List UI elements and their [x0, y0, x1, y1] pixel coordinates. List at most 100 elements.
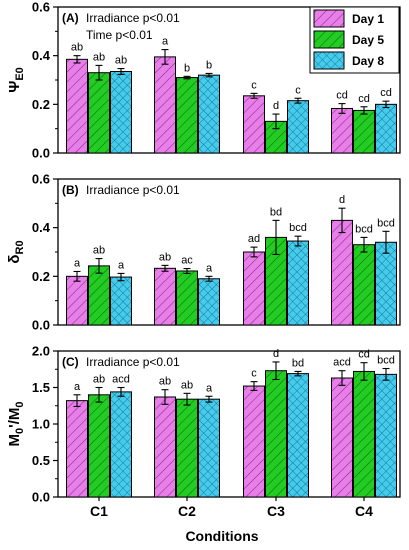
bar-day5-c4 [353, 244, 375, 326]
error-bar [183, 75, 191, 80]
bar-day5-c4 [353, 370, 375, 498]
significance-letter: b [206, 59, 212, 71]
y-tick-label: 0.2 [32, 97, 50, 112]
error-bar [272, 361, 280, 381]
bar-day1-c3 [243, 95, 265, 154]
error-bar [95, 64, 103, 81]
bar-day8-c3 [287, 100, 309, 154]
significance-letter: c [251, 79, 257, 91]
y-tick-label: 0.4 [32, 48, 51, 63]
y-tick-label: 0.0 [32, 490, 50, 505]
y-tick-label: 1.0 [32, 417, 50, 432]
significance-letter: bcd [289, 222, 307, 234]
significance-letter: ab [71, 42, 83, 54]
bar-day8-c4 [375, 241, 397, 326]
significance-letter: a [162, 36, 169, 48]
significance-letter: c [295, 84, 301, 96]
bar-day1-c1 [66, 275, 88, 326]
significance-letter: ab [181, 379, 193, 391]
significance-annotation: Irradiance p<0.01 [86, 11, 180, 25]
error-bar [382, 367, 390, 381]
x-tick-label: C2 [178, 503, 196, 519]
bar-day8-c3 [287, 373, 309, 498]
bar-day1-c2 [154, 396, 176, 498]
bar-day5-c1 [88, 394, 110, 498]
legend-swatch-day8 [313, 51, 345, 70]
significance-letter: cd [336, 90, 348, 102]
error-bar [272, 113, 280, 130]
significance-annotation: Irradiance p<0.01 [86, 355, 180, 369]
bar-day1-c4 [331, 377, 353, 498]
bar-day8-c1 [110, 276, 132, 326]
bar-day8-c1 [110, 70, 132, 154]
error-bar [161, 264, 169, 272]
significance-letter: a [74, 381, 81, 393]
error-bar [117, 272, 125, 282]
y-tick-label: 0.0 [32, 146, 50, 161]
legend-label-day8: Day 8 [352, 54, 384, 68]
panel-a: 0.0 0.2 0.4 0.6 ΨE0 (A) Irradiance p<0.01 Time … [6, 0, 401, 161]
error-bar [294, 370, 302, 377]
bar-day5-c1 [88, 265, 110, 326]
significance-annotation: Irradiance p<0.01 [86, 183, 180, 197]
legend-swatch-day5 [313, 30, 345, 49]
bar-day1-c2 [154, 267, 176, 326]
bar-day8-c3 [287, 240, 309, 326]
significance-letter: acd [333, 357, 351, 369]
significance-letter: ad [248, 233, 260, 245]
significance-annotation: Time p<0.01 [86, 28, 153, 42]
significance-letter: ab [159, 251, 171, 263]
error-bar [183, 267, 191, 274]
significance-letter: ab [93, 245, 105, 257]
significance-letter: bd [292, 357, 304, 369]
error-bar [205, 72, 213, 78]
legend: Day 1 Day 5 Day 8 [309, 6, 400, 74]
error-bar [117, 386, 125, 397]
significance-letter: cd [380, 87, 392, 99]
bar-day8-c2 [198, 74, 220, 154]
error-bar [338, 207, 346, 234]
bar-day5-c4 [353, 109, 375, 154]
x-axis-tick-labels: C1 C2 C3 C4 [90, 497, 373, 519]
error-bar [161, 49, 169, 65]
bar-day8-c2 [198, 398, 220, 498]
error-bar [95, 386, 103, 403]
bar-day5-c3 [265, 370, 287, 498]
error-bar [161, 389, 169, 405]
bar-day1-c4 [331, 219, 353, 326]
error-bar [250, 92, 258, 99]
y-tick-label: 0.2 [32, 269, 50, 284]
error-bar [338, 370, 346, 386]
bar-day5-c1 [88, 72, 110, 154]
bar-day1-c3 [243, 385, 265, 498]
significance-letter: a [206, 382, 213, 394]
error-bar [294, 97, 302, 104]
error-bar [360, 362, 368, 381]
x-tick-label: C3 [267, 503, 285, 519]
y-tick-label: 0.0 [32, 318, 50, 333]
error-bar [95, 258, 103, 274]
legend-label-day1: Day 1 [352, 12, 384, 26]
error-bar [183, 392, 191, 406]
panel-label: (C) [62, 355, 79, 369]
bar-day1-c1 [66, 400, 88, 498]
bar-day1-c2 [154, 56, 176, 154]
significance-letter: bcd [377, 355, 395, 367]
x-tick-label: C1 [90, 503, 108, 519]
error-bar [250, 246, 258, 258]
legend-swatch-day1 [313, 9, 345, 28]
error-bar [382, 230, 390, 254]
bar-day5-c2 [176, 270, 198, 326]
error-bar [360, 106, 368, 115]
significance-letter: ac [181, 255, 193, 267]
bar-day5-c2 [176, 77, 198, 154]
bar-day8-c4 [375, 103, 397, 154]
y-tick-label: 0.5 [32, 453, 50, 468]
significance-letter: d [339, 194, 345, 206]
error-bar [205, 275, 213, 282]
significance-letter: a [74, 257, 81, 269]
error-bar [360, 236, 368, 253]
panel-label: (B) [62, 183, 79, 197]
legend-label-day5: Day 5 [352, 33, 384, 47]
